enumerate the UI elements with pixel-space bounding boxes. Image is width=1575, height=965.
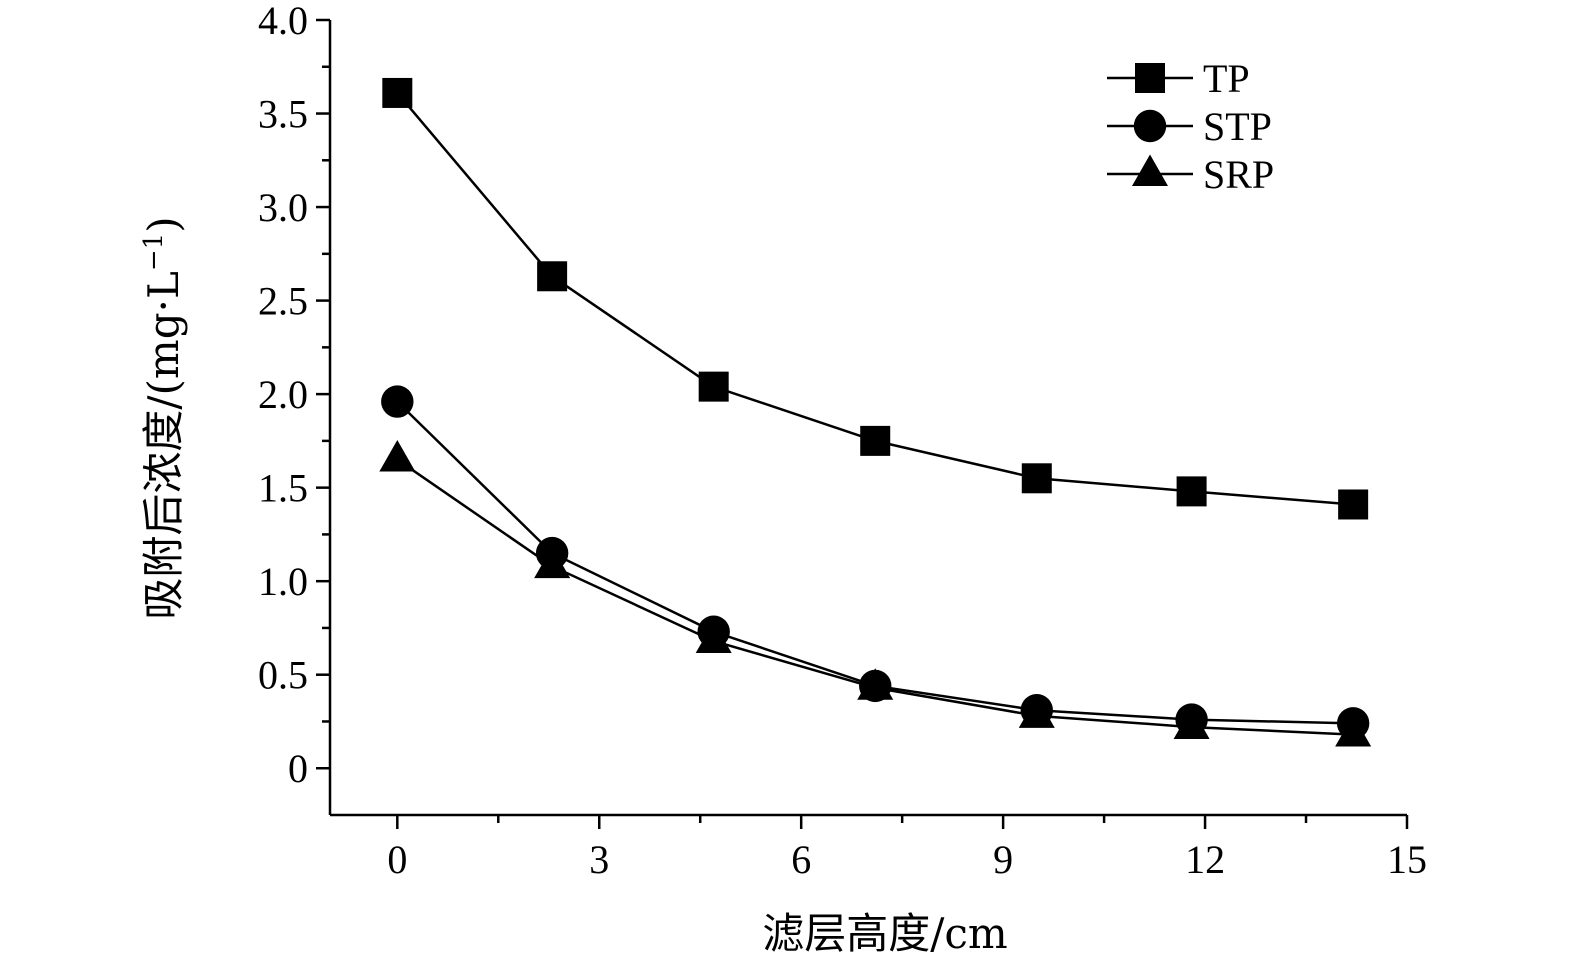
series-srp [379, 440, 1372, 747]
y-tick-label: 2.0 [258, 372, 308, 417]
y-tick-label: 4.0 [258, 0, 308, 43]
x-axis-title: 滤层高度/cm [762, 909, 1008, 958]
x-tick-label: 3 [589, 837, 609, 882]
data-point-srp [379, 440, 416, 472]
data-point-tp [860, 425, 891, 456]
x-tick-label: 12 [1185, 837, 1225, 882]
x-tick-label: 15 [1387, 837, 1427, 882]
data-point-tp [1338, 489, 1369, 520]
data-point-srp [534, 546, 571, 579]
y-tick-label: 0 [288, 746, 308, 791]
y-tick-label: 2.5 [258, 279, 308, 324]
data-point-tp [698, 371, 729, 402]
data-point-tp [537, 261, 568, 292]
series-tp [382, 77, 1369, 520]
data-point-srp [1173, 707, 1210, 740]
data-point-stp [381, 385, 414, 418]
x-tick-label: 6 [791, 837, 811, 882]
legend-label-stp: STP [1203, 104, 1272, 149]
y-axis-title-close: ) [139, 216, 188, 232]
legend-item-srp: SRP [1107, 152, 1274, 197]
y-axis-title-exponent: −1 [139, 233, 169, 271]
legend-label-tp: TP [1203, 56, 1250, 101]
y-tick-label: 1.5 [258, 466, 308, 511]
y-tick-label: 3.0 [258, 185, 308, 230]
y-tick-label: 1.0 [258, 559, 308, 604]
axes: 0 0.5 1.0 1.5 2.0 2.5 3.0 3.5 4.0 0 3 6 9 12 15 [258, 0, 1427, 882]
data-point-srp [857, 668, 894, 700]
y-axis-title-main: 吸附后浓度/(mg [139, 312, 188, 619]
data-point-tp [1021, 463, 1052, 494]
legend-marker-tp [1135, 63, 1165, 93]
data-point-srp [695, 621, 732, 654]
y-tick-label: 0.5 [258, 653, 308, 698]
data-point-srp [1335, 715, 1372, 747]
y-tick-label: 3.5 [258, 92, 308, 137]
legend-item-stp: STP [1107, 104, 1272, 149]
data-point-tp [382, 77, 413, 108]
x-tick-label: 0 [387, 837, 407, 882]
data-point-tp [1176, 476, 1207, 507]
x-tick-label: 9 [993, 837, 1013, 882]
data-point-srp [1018, 696, 1055, 728]
y-axis-title-unit: L [139, 271, 188, 299]
legend-item-tp: TP [1107, 56, 1250, 101]
legend-marker-stp [1133, 109, 1167, 143]
y-axis-title-dot: · [139, 299, 188, 312]
series-layer [379, 77, 1372, 747]
legend-label-srp: SRP [1203, 152, 1274, 197]
legend-marker-srp [1132, 154, 1168, 186]
y-axis-title: 吸附后浓度/(mg·L−1) [139, 216, 188, 619]
